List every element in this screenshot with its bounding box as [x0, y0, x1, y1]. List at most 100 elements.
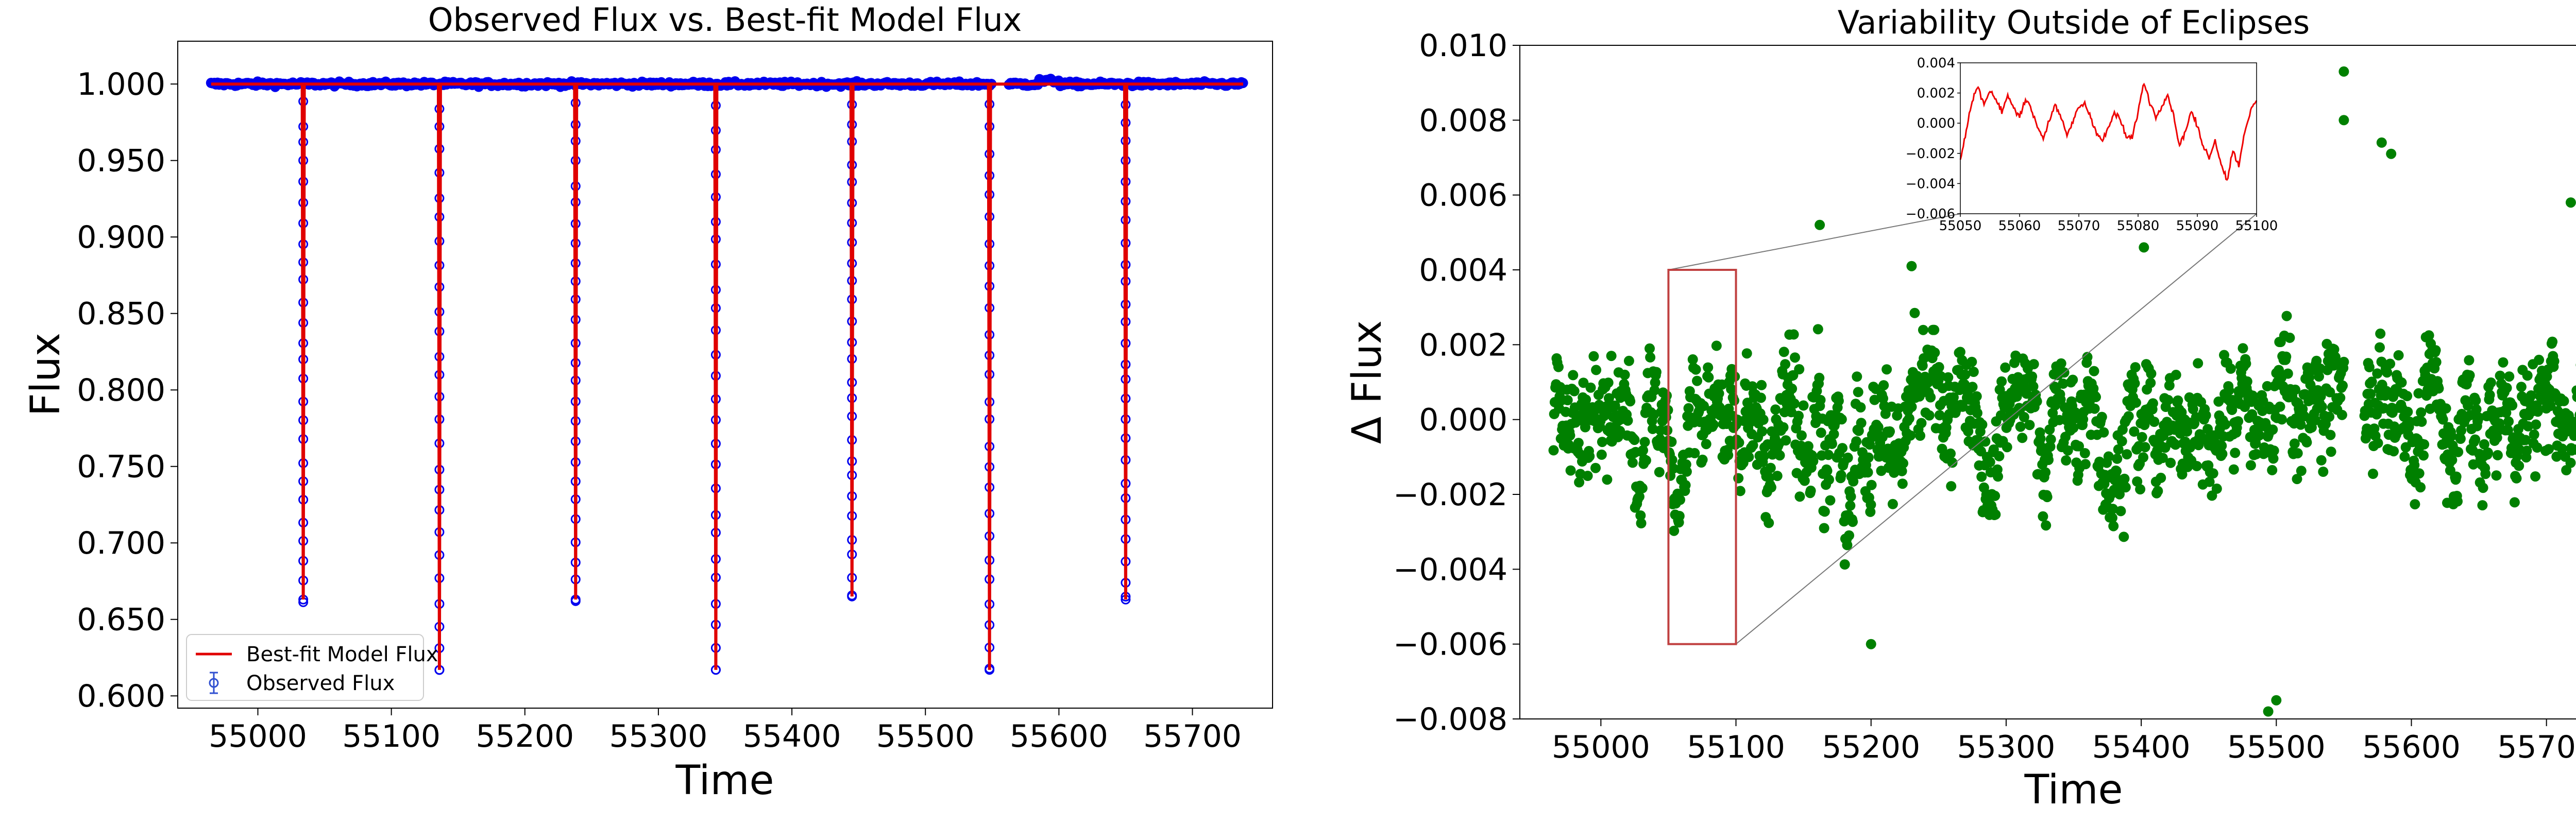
delta-flux-point [1796, 430, 1807, 441]
delta-flux-point [1741, 348, 1752, 359]
delta-flux-point [1645, 352, 1656, 363]
delta-flux-point [2188, 404, 2198, 415]
x-tick-label: 55300 [1957, 729, 2055, 765]
delta-flux-point [1623, 355, 1634, 366]
delta-flux-point [1856, 418, 1867, 428]
delta-flux-point [2295, 419, 2306, 430]
delta-flux-point [2314, 371, 2324, 382]
delta-flux-point [1565, 430, 1575, 441]
delta-flux-outlier [1866, 639, 1876, 649]
delta-flux-point [2135, 484, 2146, 495]
delta-flux-point [1647, 423, 1658, 434]
delta-flux-point [1553, 362, 1564, 372]
right-chart-title: Variability Outside of Eclipses [1838, 4, 2310, 41]
delta-flux-point [1729, 395, 1739, 406]
delta-flux-point [2021, 388, 2032, 399]
right-y-axis-label: Δ Flux [1344, 320, 1391, 444]
delta-flux-point [1634, 491, 1645, 502]
delta-flux-point [1758, 451, 1769, 461]
delta-flux-point [2132, 476, 2143, 487]
delta-flux-point [2470, 434, 2481, 445]
delta-flux-point [2416, 407, 2427, 418]
delta-flux-point [2372, 438, 2383, 449]
delta-flux-point [2120, 482, 2131, 493]
delta-flux-point [2453, 447, 2464, 457]
delta-flux-point [1873, 422, 1884, 433]
delta-flux-point [1916, 418, 1927, 428]
delta-flux-point [1848, 517, 1858, 527]
delta-flux-point [2251, 449, 2262, 459]
delta-flux-point [2289, 438, 2300, 449]
delta-flux-point [1683, 403, 1694, 414]
delta-flux-point [1853, 425, 1864, 436]
delta-flux-point [1637, 483, 1648, 493]
delta-flux-point [1866, 479, 1877, 490]
delta-flux-point [2529, 429, 2539, 440]
delta-flux-point [2484, 390, 2495, 400]
delta-flux-point [2455, 434, 2466, 444]
delta-flux-point [1603, 393, 1614, 404]
delta-flux-point [2468, 459, 2479, 470]
delta-flux-outlier [2338, 66, 2349, 77]
inset-x-tick-label: 55080 [2117, 218, 2160, 234]
delta-flux-point [1794, 364, 1805, 374]
y-tick-label: −0.002 [1393, 477, 1507, 513]
delta-flux-point [2061, 455, 2072, 466]
delta-flux-outlier [2271, 695, 2282, 706]
delta-flux-point [2491, 470, 2502, 481]
delta-flux-point [1726, 384, 1737, 394]
delta-flux-point [2545, 401, 2556, 411]
delta-flux-point [1955, 347, 1965, 357]
inset-x-tick-label: 55090 [2176, 218, 2219, 234]
delta-flux-point [1866, 499, 1876, 510]
delta-flux-point [2522, 421, 2533, 432]
delta-flux-point [2238, 343, 2248, 354]
delta-flux-point [1609, 400, 1620, 411]
delta-flux-point [2311, 355, 2322, 366]
delta-flux-point [1869, 394, 1880, 405]
delta-flux-point [1638, 445, 1648, 456]
delta-flux-point [2193, 358, 2204, 369]
delta-flux-point [1822, 466, 1833, 476]
delta-flux-point [2019, 411, 2029, 422]
delta-flux-point [2055, 394, 2066, 405]
delta-flux-point [1758, 415, 1769, 425]
delta-flux-point [1689, 448, 1700, 458]
x-tick-label: 55700 [2497, 729, 2576, 765]
delta-flux-point [1780, 359, 1791, 370]
delta-flux-point [2268, 445, 2279, 456]
inset-chart: 55050 55060 55070 55080 55090 55100 −0.006−0.… [1906, 56, 2278, 234]
y-tick-label: 0.850 [77, 296, 165, 332]
inset-x-tick-label: 55050 [1939, 218, 1982, 234]
delta-flux-point [2082, 352, 2093, 363]
delta-flux-point [1880, 408, 1891, 419]
delta-flux-point [2503, 425, 2513, 436]
delta-flux-point [1606, 351, 1617, 362]
delta-flux-point [2267, 424, 2278, 435]
left-chart-title: Observed Flux vs. Best-fit Model Flux [428, 1, 1022, 39]
delta-flux-point [2329, 344, 2340, 355]
delta-flux-point [2326, 447, 2336, 457]
delta-flux-point [2382, 367, 2393, 378]
delta-flux-point [2494, 418, 2505, 429]
delta-flux-point [1711, 340, 1722, 351]
delta-flux-point [2062, 445, 2073, 456]
delta-flux-point [1915, 431, 1925, 441]
right-x-ticks: 55000 55100 55200 55300 55400 55500 55600 55700 [1552, 719, 2576, 765]
delta-flux-point [1622, 415, 1633, 426]
delta-flux-point [1651, 367, 1662, 377]
delta-flux-point [2431, 357, 2442, 368]
delta-flux-point [2157, 453, 2168, 464]
delta-flux-point [1990, 490, 2001, 501]
delta-flux-point [2511, 473, 2522, 484]
delta-flux-point [2501, 407, 2512, 418]
delta-flux-point [1697, 454, 1708, 465]
delta-flux-point [2404, 416, 2415, 427]
delta-flux-point [2074, 441, 2084, 452]
y-tick-label: 0.008 [1419, 102, 1507, 139]
delta-flux-point [1662, 390, 1672, 401]
delta-flux-point [2402, 391, 2413, 401]
x-tick-label: 55700 [1143, 718, 1242, 754]
delta-flux-point [1853, 387, 1863, 398]
observed-flux-points [206, 74, 1248, 675]
